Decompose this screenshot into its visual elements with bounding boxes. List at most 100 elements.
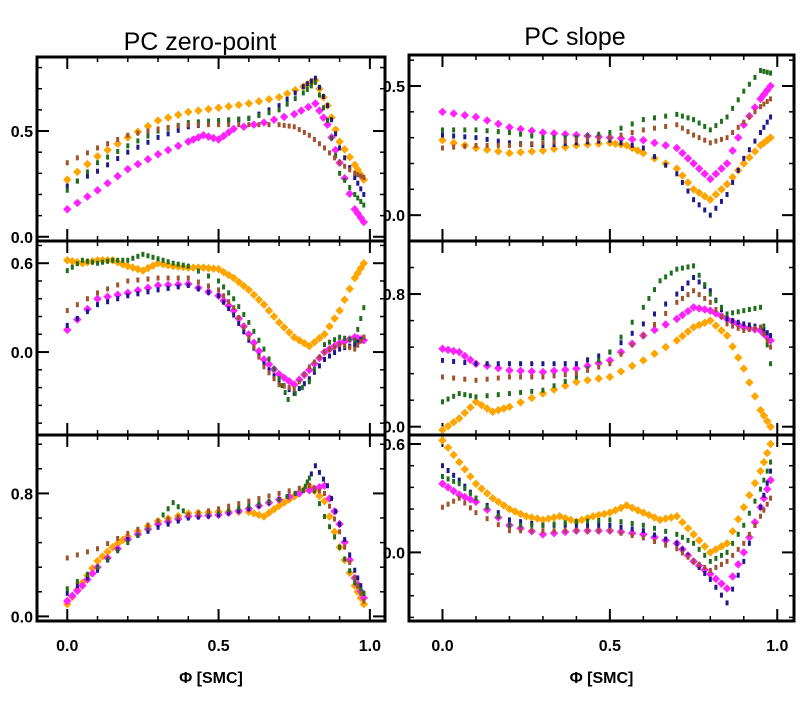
data-point (745, 378, 754, 387)
data-point (85, 150, 89, 156)
data-point (302, 381, 306, 387)
data-point (176, 261, 180, 267)
data-point (146, 139, 150, 145)
data-point (113, 139, 122, 148)
y-tick-label: 0.5 (383, 79, 405, 96)
data-point (143, 154, 153, 164)
data-point (586, 136, 590, 142)
data-point (328, 347, 332, 353)
data-point (714, 555, 718, 561)
data-point (116, 257, 120, 263)
data-point (267, 499, 271, 505)
data-point (680, 265, 684, 271)
data-point (317, 92, 321, 98)
data-point (307, 475, 311, 481)
data-point (146, 253, 150, 259)
data-point (686, 280, 690, 286)
data-point (63, 205, 72, 214)
data-point (769, 114, 773, 120)
data-point (619, 351, 623, 357)
data-point (454, 457, 464, 467)
data-point (446, 501, 450, 507)
data-point (146, 128, 150, 134)
data-point (572, 364, 581, 373)
y-tick-label: 0.6 (383, 437, 405, 454)
data-point (285, 101, 289, 107)
data-point (471, 112, 481, 122)
data-point (274, 92, 284, 102)
data-point (272, 366, 276, 372)
data-point (762, 101, 766, 107)
data-point (505, 366, 514, 375)
data-point (765, 480, 769, 486)
data-point (65, 268, 69, 274)
data-point (597, 353, 601, 359)
data-point (736, 167, 740, 173)
data-point (85, 169, 89, 175)
data-point (630, 342, 634, 348)
data-point (116, 536, 120, 542)
data-point (731, 318, 735, 324)
data-point (73, 167, 82, 177)
data-point (742, 119, 746, 125)
data-point (680, 550, 684, 556)
data-point (257, 337, 261, 343)
data-point (328, 524, 332, 530)
data-point (359, 186, 363, 192)
data-point (516, 398, 525, 407)
data-point (438, 344, 447, 354)
data-point (507, 130, 511, 135)
data-point (769, 344, 773, 350)
data-point (103, 145, 112, 155)
series-navy (440, 274, 773, 367)
data-point (274, 370, 284, 379)
data-point (471, 143, 481, 153)
data-point (106, 286, 110, 292)
data-point (335, 306, 344, 315)
data-point (106, 556, 110, 562)
data-point (206, 118, 210, 124)
data-point (769, 459, 773, 465)
data-point (153, 150, 163, 159)
data-point (307, 483, 311, 489)
data-point (259, 355, 269, 364)
data-point (343, 343, 347, 349)
data-point (80, 257, 84, 263)
data-point (586, 357, 590, 363)
data-point (359, 217, 369, 227)
data-point (756, 405, 765, 415)
data-point (247, 122, 251, 128)
data-point (608, 137, 612, 143)
data-point (249, 338, 259, 347)
data-point (313, 75, 317, 81)
data-point (759, 324, 763, 330)
data-point (302, 371, 306, 377)
data-point (262, 361, 266, 367)
data-point (222, 284, 226, 290)
data-point (334, 131, 338, 137)
data-point (196, 119, 200, 125)
data-point (762, 484, 772, 494)
data-point (605, 356, 615, 365)
data-point (583, 376, 592, 385)
data-point (454, 414, 464, 423)
data-point (304, 102, 313, 112)
data-point (717, 164, 726, 173)
data-point (297, 379, 301, 385)
data-point (146, 276, 150, 282)
data-point (262, 346, 266, 352)
data-point (697, 546, 701, 552)
data-point (362, 175, 366, 181)
data-point (322, 356, 326, 362)
data-point (85, 309, 89, 315)
data-point (530, 522, 534, 528)
data-point (736, 97, 740, 103)
data-point (156, 134, 160, 140)
data-point (463, 134, 467, 140)
data-point (136, 253, 140, 259)
data-point (586, 133, 590, 139)
data-point (93, 152, 102, 161)
data-point (103, 178, 112, 188)
data-point (65, 586, 69, 592)
data-point (186, 515, 190, 521)
